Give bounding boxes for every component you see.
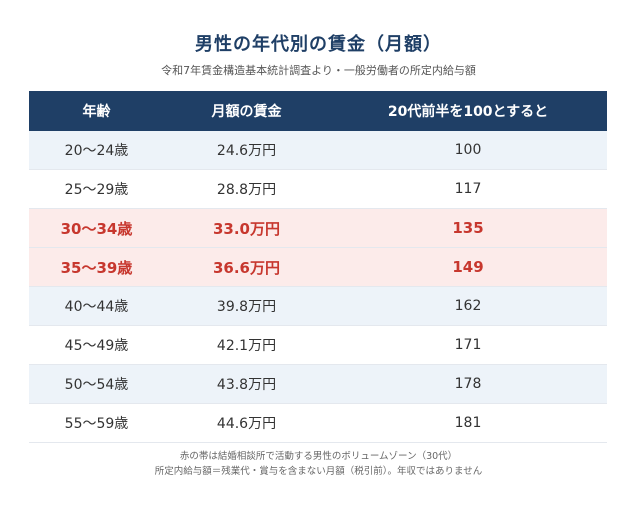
cell-wage: 43.8万円 bbox=[164, 364, 329, 404]
footnote-definition: 所定内給与額＝残業代・賞与を含まない月額（税引前）。年収ではありません bbox=[154, 466, 483, 477]
cell-index: 149 bbox=[329, 247, 607, 287]
table-row: 55〜59歳 44.6万円 181 bbox=[29, 403, 607, 443]
wage-table: 年齢 月額の賃金 20代前半を100とすると 20〜24歳 24.6万円 100… bbox=[29, 91, 607, 443]
cell-wage: 44.6万円 bbox=[164, 403, 329, 443]
cell-index: 100 bbox=[329, 131, 607, 170]
cell-index: 178 bbox=[329, 364, 607, 404]
cell-age: 40〜44歳 bbox=[29, 286, 164, 326]
cell-wage: 36.6万円 bbox=[164, 247, 329, 287]
page-subtitle: 令和7年賃金構造基本統計調査より・一般労働者の所定内給与額 bbox=[161, 64, 476, 77]
table-row-highlighted: 35〜39歳 36.6万円 149 bbox=[29, 247, 607, 287]
table-row-highlighted: 30〜34歳 33.0万円 135 bbox=[29, 208, 607, 248]
cell-index: 162 bbox=[329, 286, 607, 326]
cell-index: 181 bbox=[329, 403, 607, 443]
header-monthly-wage: 月額の賃金 bbox=[164, 91, 329, 131]
cell-wage: 28.8万円 bbox=[164, 169, 329, 209]
cell-index: 171 bbox=[329, 325, 607, 365]
cell-age: 30〜34歳 bbox=[29, 208, 164, 248]
cell-wage: 39.8万円 bbox=[164, 286, 329, 326]
table-row: 20〜24歳 24.6万円 100 bbox=[29, 131, 607, 170]
cell-wage: 42.1万円 bbox=[164, 325, 329, 365]
header-index: 20代前半を100とすると bbox=[329, 91, 607, 131]
cell-age: 45〜49歳 bbox=[29, 325, 164, 365]
cell-wage: 33.0万円 bbox=[164, 208, 329, 248]
cell-index: 135 bbox=[329, 208, 607, 248]
page-title: 男性の年代別の賃金（月額） bbox=[195, 34, 442, 55]
cell-wage: 24.6万円 bbox=[164, 131, 329, 170]
cell-age: 35〜39歳 bbox=[29, 247, 164, 287]
table-row: 40〜44歳 39.8万円 162 bbox=[29, 286, 607, 326]
footnote-highlight: 赤の帯は結婚相談所で活動する男性のボリュームゾーン（30代） bbox=[179, 451, 458, 462]
cell-age: 25〜29歳 bbox=[29, 169, 164, 209]
cell-age: 55〜59歳 bbox=[29, 403, 164, 443]
cell-age: 20〜24歳 bbox=[29, 131, 164, 170]
cell-age: 50〜54歳 bbox=[29, 364, 164, 404]
table-row: 45〜49歳 42.1万円 171 bbox=[29, 325, 607, 365]
table-row: 50〜54歳 43.8万円 178 bbox=[29, 364, 607, 404]
table-header-row: 年齢 月額の賃金 20代前半を100とすると bbox=[29, 91, 607, 131]
header-age: 年齢 bbox=[29, 91, 164, 131]
cell-index: 117 bbox=[329, 169, 607, 209]
table-row: 25〜29歳 28.8万円 117 bbox=[29, 169, 607, 209]
